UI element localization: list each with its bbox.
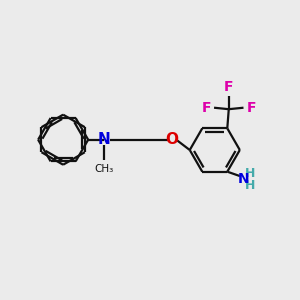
Text: F: F — [224, 80, 233, 94]
Text: N: N — [238, 172, 249, 186]
Text: F: F — [246, 101, 256, 115]
Text: H: H — [245, 167, 255, 180]
Text: N: N — [98, 132, 111, 147]
Text: CH₃: CH₃ — [95, 164, 114, 174]
Text: O: O — [166, 132, 178, 147]
Text: F: F — [202, 101, 211, 115]
Text: H: H — [245, 179, 255, 192]
